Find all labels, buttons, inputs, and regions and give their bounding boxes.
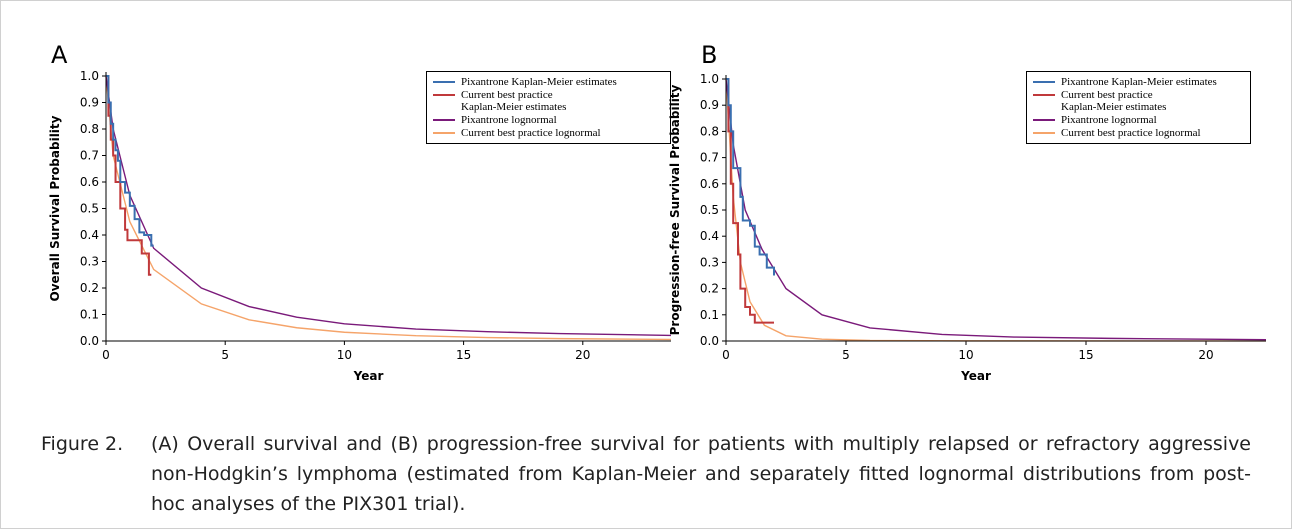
chart: B Progression-free Survival Probability Ye… [668, 41, 1267, 383]
km-step-line [726, 78, 775, 276]
x-tick-label: 5 [842, 348, 850, 362]
y-axis-label: Overall Survival Probability [48, 115, 62, 301]
caption: Figure 2. (A) Overall survival and (B) p… [41, 429, 1251, 519]
legend-item: Pixantrone lognormal [433, 114, 664, 126]
legend-swatch [433, 119, 455, 121]
legend-swatch [1033, 94, 1055, 96]
panel-label: B [701, 41, 717, 69]
y-tick-label: 0.8 [80, 122, 99, 136]
km-step-line [106, 75, 152, 276]
chart-panel: A Overall Survival Probability Year 0.0 0.1 0… [41, 41, 681, 391]
legend-swatch [433, 94, 455, 96]
y-tick-label: 0.3 [700, 255, 719, 269]
legend-item: Current best practice Kaplan-Meier estim… [1033, 89, 1244, 113]
legend-swatch [433, 81, 455, 83]
x-tick-label: 10 [958, 348, 973, 362]
legend-label: Current best practice Kaplan-Meier estim… [1061, 89, 1167, 113]
legend-label: Current best practice lognormal [461, 127, 601, 139]
y-tick-label: 0.6 [80, 175, 99, 189]
legend-label: Pixantrone Kaplan-Meier estimates [461, 76, 617, 88]
legend-item: Pixantrone Kaplan-Meier estimates [433, 76, 664, 88]
y-tick-label: 0.1 [700, 308, 719, 322]
chart: A Overall Survival Probability Year 0.0 0.1 0… [48, 41, 672, 383]
y-tick-label: 0.0 [700, 334, 719, 348]
y-tick-label: 0.0 [80, 334, 99, 348]
y-tick-label: 0.7 [700, 151, 719, 165]
legend-item: Current best practice Kaplan-Meier estim… [433, 89, 664, 113]
x-axis-label: Year [353, 369, 384, 383]
legend-label: Pixantrone lognormal [461, 114, 557, 126]
y-tick-label: 0.5 [700, 203, 719, 217]
caption-text: (A) Overall survival and (B) progression… [151, 433, 1251, 515]
legend-swatch [1033, 132, 1055, 134]
lognormal-curve [105, 75, 672, 341]
panel-label: A [51, 41, 68, 69]
chart-panel: B Progression-free Survival Probability Ye… [661, 41, 1286, 391]
legend-label: Pixantrone lognormal [1061, 114, 1157, 126]
legend-swatch [1033, 119, 1055, 121]
x-tick-label: 0 [102, 348, 110, 362]
y-tick-label: 0.2 [80, 281, 99, 295]
caption-label: Figure 2. [41, 433, 124, 455]
legend: Pixantrone Kaplan-Meier estimates Current… [1026, 71, 1251, 144]
legend-swatch [433, 132, 455, 134]
legend-item: Current best practice lognormal [433, 127, 664, 139]
x-tick-label: 10 [337, 348, 352, 362]
y-tick-label: 1.0 [80, 69, 99, 83]
x-tick-label: 20 [1198, 348, 1213, 362]
x-tick-label: 5 [221, 348, 229, 362]
y-tick-label: 0.1 [80, 308, 99, 322]
y-tick-label: 0.9 [700, 98, 719, 112]
y-tick-label: 0.6 [700, 177, 719, 191]
x-tick-label: 0 [722, 348, 730, 362]
legend-label: Pixantrone Kaplan-Meier estimates [1061, 76, 1217, 88]
y-tick-label: 0.7 [80, 149, 99, 163]
legend-item: Pixantrone Kaplan-Meier estimates [1033, 76, 1244, 88]
y-tick-label: 1.0 [700, 72, 719, 86]
legend-item: Pixantrone lognormal [1033, 114, 1244, 126]
x-tick-label: 20 [575, 348, 590, 362]
lognormal-curve [105, 75, 672, 337]
km-step-line [106, 75, 154, 247]
km-step-line [726, 78, 774, 324]
x-tick-label: 15 [456, 348, 471, 362]
legend: Pixantrone Kaplan-Meier estimates Current… [426, 71, 671, 144]
y-tick-label: 0.8 [700, 124, 719, 138]
x-axis-label: Year [960, 369, 991, 383]
y-tick-label: 0.2 [700, 282, 719, 296]
y-tick-label: 0.4 [700, 229, 719, 243]
legend-item: Current best practice lognormal [1033, 127, 1244, 139]
legend-label: Current best practice Kaplan-Meier estim… [461, 89, 567, 113]
y-axis-label: Progression-free Survival Probability [668, 84, 682, 335]
y-tick-label: 0.9 [80, 96, 99, 110]
y-tick-label: 0.4 [80, 228, 99, 242]
x-tick-label: 15 [1078, 348, 1093, 362]
y-tick-label: 0.3 [80, 255, 99, 269]
legend-label: Current best practice lognormal [1061, 127, 1201, 139]
legend-swatch [1033, 81, 1055, 83]
y-tick-label: 0.5 [80, 202, 99, 216]
